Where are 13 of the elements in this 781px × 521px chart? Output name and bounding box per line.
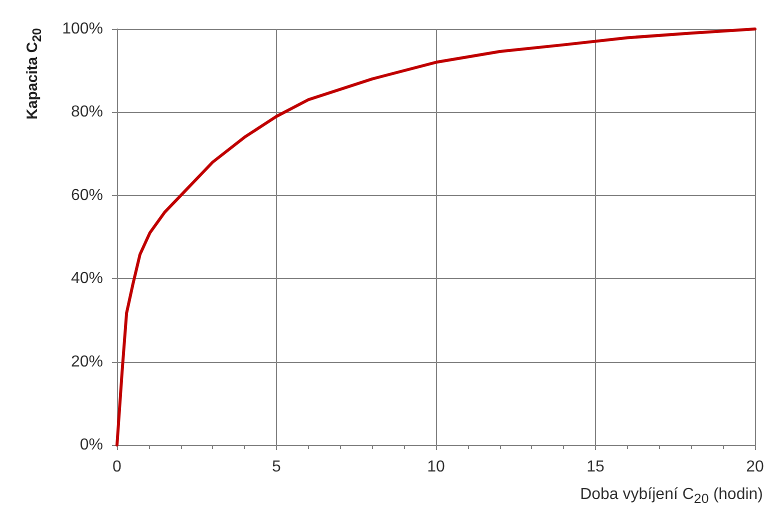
x-tick-label: 20 [746,458,764,476]
y-tick-label: 20% [70,353,103,370]
y-tick-label: 100% [62,20,103,38]
x-tick-label: 10 [427,458,445,476]
x-tick-label: 5 [272,458,282,476]
y-tick-label: 40% [70,270,103,288]
y-tick-label: 0% [80,436,103,454]
y-tick-label: 80% [70,104,103,121]
x-tick-label: 0 [112,458,122,476]
x-tick-label: 15 [586,458,604,476]
y-tick-label: 60% [70,186,103,204]
line-series [116,28,756,446]
x-axis-title: Doba vybíjení C$_{20}$ (hodin) [580,486,763,506]
